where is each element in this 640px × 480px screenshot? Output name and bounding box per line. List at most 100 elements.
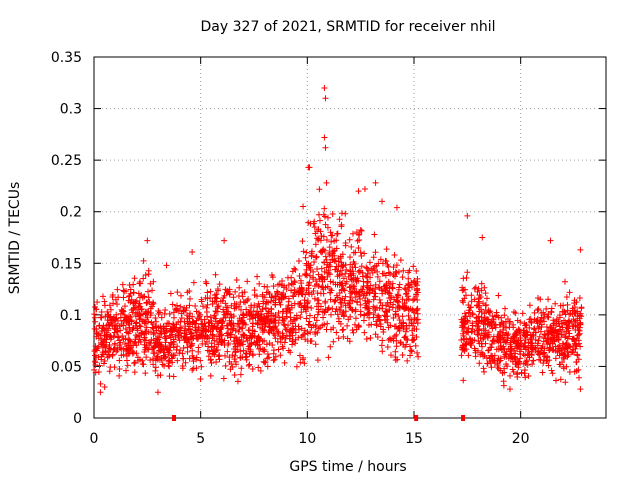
data-point <box>464 269 471 276</box>
data-point <box>330 248 337 255</box>
data-point <box>277 335 284 342</box>
data-point <box>390 314 397 321</box>
data-point <box>564 353 571 360</box>
data-point <box>233 361 240 368</box>
data-point <box>211 343 218 350</box>
data-point <box>516 328 523 335</box>
data-point <box>472 284 479 291</box>
data-point <box>147 280 154 287</box>
data-point <box>571 338 578 345</box>
data-point <box>338 281 345 288</box>
data-point <box>130 324 137 331</box>
data-point <box>577 246 584 253</box>
data-point <box>537 328 544 335</box>
data-point <box>222 300 229 307</box>
data-point <box>335 335 342 342</box>
data-point <box>558 346 565 353</box>
y-tick-label: 0.25 <box>51 153 82 169</box>
data-point <box>207 357 214 364</box>
data-point <box>189 248 196 255</box>
data-point <box>397 257 404 264</box>
data-point <box>275 319 282 326</box>
data-point <box>119 281 126 288</box>
data-point <box>158 314 165 321</box>
data-point <box>112 296 119 303</box>
data-point <box>311 224 318 231</box>
data-point <box>565 319 572 326</box>
data-point <box>256 303 263 310</box>
data-point <box>501 332 508 339</box>
data-point <box>375 284 382 291</box>
data-point <box>155 349 162 356</box>
data-point <box>534 318 541 325</box>
data-point <box>563 340 570 347</box>
data-point <box>293 363 300 370</box>
data-point <box>385 263 392 270</box>
data-point <box>566 289 573 296</box>
data-point <box>106 342 113 349</box>
data-point <box>367 335 374 342</box>
data-point <box>501 365 508 372</box>
data-point <box>145 267 152 274</box>
data-point <box>327 278 334 285</box>
data-point <box>370 285 377 292</box>
data-point <box>308 305 315 312</box>
data-point <box>237 306 244 313</box>
data-point <box>520 360 527 367</box>
data-point <box>414 349 421 356</box>
data-point <box>304 299 311 306</box>
data-point <box>358 227 365 234</box>
data-point <box>237 355 244 362</box>
data-point <box>393 262 400 269</box>
data-point <box>173 346 180 353</box>
data-point <box>193 354 200 361</box>
data-point <box>411 336 418 343</box>
data-point <box>556 312 563 319</box>
data-point <box>550 327 557 334</box>
data-point <box>363 335 370 342</box>
data-point <box>339 280 346 287</box>
data-point <box>559 320 566 327</box>
data-point <box>281 294 288 301</box>
data-point <box>91 314 98 321</box>
data-point <box>310 288 317 295</box>
data-point <box>138 306 145 313</box>
data-point <box>257 367 264 374</box>
data-point <box>263 305 270 312</box>
data-point <box>536 323 543 330</box>
data-point <box>401 334 408 341</box>
data-point <box>150 325 157 332</box>
data-point <box>319 308 326 315</box>
data-point <box>223 308 230 315</box>
data-point <box>163 262 170 269</box>
data-point <box>488 323 495 330</box>
data-point <box>365 298 372 305</box>
data-point <box>478 306 485 313</box>
data-point <box>243 356 250 363</box>
data-point <box>161 335 168 342</box>
data-point <box>543 305 550 312</box>
data-point <box>101 302 108 309</box>
data-point <box>176 350 183 357</box>
data-point <box>264 350 271 357</box>
data-point <box>396 324 403 331</box>
data-point <box>523 358 530 365</box>
data-point <box>190 279 197 286</box>
data-point <box>192 327 199 334</box>
data-point <box>403 322 410 329</box>
data-point <box>530 357 537 364</box>
data-point <box>109 323 116 330</box>
zero-markers <box>172 415 466 421</box>
data-point <box>469 311 476 318</box>
data-point <box>310 259 317 266</box>
data-point <box>562 278 569 285</box>
data-point <box>380 328 387 335</box>
data-point <box>553 377 560 384</box>
data-point <box>478 280 485 287</box>
data-point <box>126 337 133 344</box>
data-point <box>170 352 177 359</box>
data-point <box>474 302 481 309</box>
data-point <box>162 306 169 313</box>
data-point <box>96 362 103 369</box>
